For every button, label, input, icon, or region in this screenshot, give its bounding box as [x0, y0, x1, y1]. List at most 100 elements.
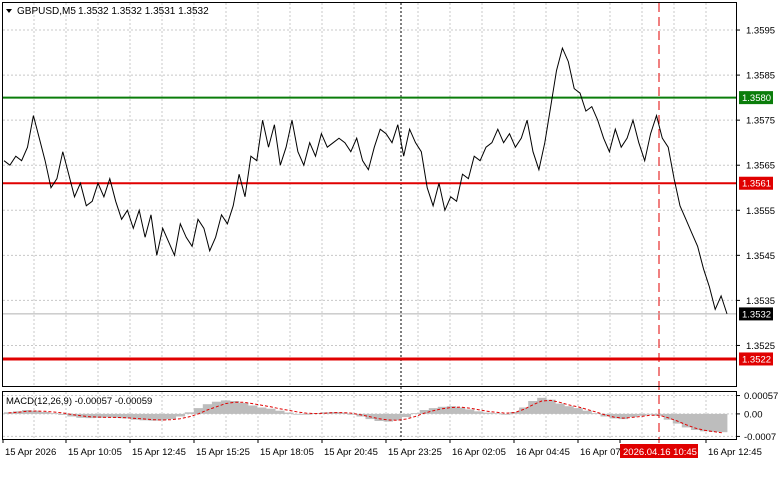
macd-histogram-bar [401, 413, 411, 418]
macd-histogram-bar [338, 412, 348, 414]
macd-histogram-bar [681, 413, 692, 428]
macd-histogram-bar [699, 413, 710, 432]
macd-histogram-bar [573, 408, 583, 414]
event-time-badge [620, 444, 698, 458]
price-axis-label: 1.3545 [746, 251, 775, 262]
macd-histogram-bar [49, 413, 59, 414]
macd-histogram-bar [139, 413, 149, 421]
macd-histogram-bar [446, 406, 457, 414]
macd-histogram-bar [58, 413, 68, 415]
macd-histogram-bar [564, 406, 574, 414]
macd-histogram-bar [374, 413, 384, 421]
macd-histogram-bar [229, 401, 240, 414]
macd-histogram-bar [546, 399, 556, 414]
macd-histogram-bar [473, 411, 484, 414]
time-axis-label: 15 Apr 18:05 [260, 447, 314, 458]
support-level-badge [739, 352, 773, 366]
macd-histogram-bar [220, 400, 231, 414]
chart-header: GBPUSD,M5 1.3532 1.3532 1.3531 1.3532 [6, 6, 209, 17]
macd-histogram-bar [392, 413, 402, 421]
macd-histogram-bar [464, 409, 475, 414]
current-price-label: 1.3532 [742, 309, 771, 320]
macd-histogram-bar [293, 413, 303, 415]
macd-histogram-bar [419, 410, 430, 414]
macd-histogram-bar [383, 413, 393, 422]
price-axis-label: 1.3575 [746, 116, 775, 127]
macd-histogram-bar [609, 413, 619, 419]
macd-histogram-bar [266, 408, 276, 414]
macd-histogram-bar [663, 413, 674, 420]
macd-histogram-bar [103, 413, 113, 418]
macd-histogram-bar [410, 413, 421, 414]
level-lines [3, 96, 736, 361]
macd-histogram-bar [13, 411, 23, 414]
time-axis-label: 15 Apr 2026 [5, 447, 56, 458]
macd-histogram-bar [211, 401, 222, 414]
macd-pane-frame [2, 391, 737, 440]
macd-histogram-bar [537, 397, 547, 414]
support-level-label: 1.3522 [742, 354, 771, 365]
price-pane-frame [2, 2, 737, 387]
macd-histogram-bar [672, 413, 683, 424]
macd-histogram-bar [329, 412, 339, 414]
price-axis-label: 1.3565 [746, 161, 775, 172]
time-axis-label: 15 Apr 23:25 [388, 447, 442, 458]
time-axis: 15 Apr 2026 15 Apr 10:05 15 Apr 12:45 15 Ap… [2, 439, 762, 458]
macd-histogram-bar [67, 413, 77, 417]
macd-histogram-bar [193, 408, 204, 414]
pivot-level-badge [739, 176, 773, 190]
dropdown-triangle-icon[interactable] [6, 9, 12, 13]
macd-histogram-bar [718, 413, 728, 433]
macd-histogram-bar [555, 403, 565, 414]
macd-histogram-bar [501, 413, 511, 415]
macd-histogram-bar [284, 412, 294, 414]
macd-histogram-bar [302, 413, 312, 415]
price-axis-label: 1.3585 [746, 71, 775, 82]
macd-histogram-bar [175, 413, 186, 417]
macd-axis: 0.00057 0.00 -0.0007 [736, 391, 778, 443]
macd-histogram-bar [85, 413, 95, 419]
macd-histogram-bar [112, 413, 122, 418]
macd-histogram-bar [645, 413, 656, 415]
macd-histogram-bar [184, 412, 195, 414]
time-axis-label: 15 Apr 10:05 [68, 447, 122, 458]
macd-histogram-bar [248, 405, 258, 414]
pivot-level-label: 1.3561 [742, 179, 771, 190]
time-axis-label: 2026.04.16 10:45 [623, 447, 697, 458]
macd-histogram-bar [157, 413, 167, 421]
macd-histogram-bar [275, 410, 285, 414]
macd-histogram-bar [600, 413, 610, 417]
macd-histogram-bar [582, 410, 592, 414]
time-axis-label: 16 Apr 12:45 [708, 447, 762, 458]
macd-histogram-bar [202, 404, 213, 414]
macd-histogram-bar [636, 413, 646, 416]
resistance-level-label: 1.3580 [742, 93, 771, 104]
time-axis-label: 15 Apr 20:45 [324, 447, 378, 458]
macd-signal-line [8, 399, 723, 434]
time-axis-label: 16 Apr 07 [580, 447, 621, 458]
macd-histogram-bar [591, 413, 601, 414]
macd-histogram-bar [31, 410, 41, 414]
macd-series [4, 397, 728, 434]
time-axis-label: 16 Apr 04:45 [516, 447, 570, 458]
macd-histogram-bar [437, 406, 448, 414]
macd-histogram-bar [239, 402, 249, 414]
ohlc-values: 1.3532 1.3532 1.3531 1.3532 [78, 6, 209, 17]
macd-histogram-bar [627, 413, 637, 418]
macd-axis-label: 0.00 [744, 409, 763, 420]
price-series [3, 46, 728, 315]
price-axis-label: 1.3555 [746, 206, 775, 217]
macd-histogram-bar [492, 413, 502, 414]
macd-histogram-bar [121, 413, 131, 419]
macd-histogram-bar [690, 413, 701, 430]
macd-histogram-bar [483, 412, 493, 414]
macd-histogram-bar [94, 413, 104, 418]
macd-indicator-label: MACD(12,26,9) -0.00057 -0.00059 [6, 396, 152, 407]
level-labels: 1.3580 1.3561 1.3522 1.3532 [739, 91, 773, 366]
macd-histogram-bar [708, 413, 719, 432]
price-axis: 1.3595 1.3585 1.3575 1.3565 1.3555 1.3545 1.35… [736, 26, 775, 352]
macd-histogram-bar [519, 407, 529, 414]
macd-histogram-bar [22, 410, 32, 414]
